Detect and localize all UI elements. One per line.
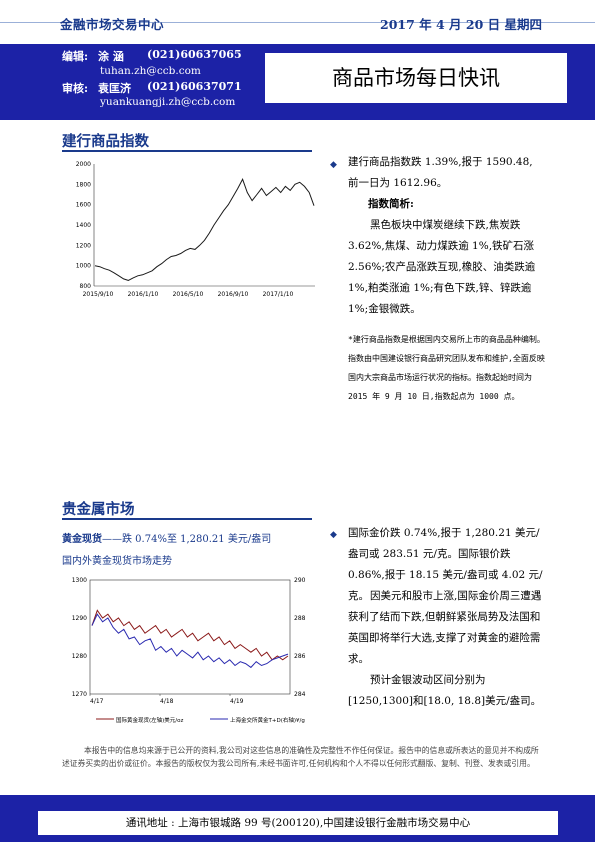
- report-date: 2017 年 4 月 20 日 星期四: [380, 17, 542, 32]
- gold-paragraph-1: 国际金价跌 0.74%,报于 1,280.21 美元/盎司或 283.51 元/…: [348, 527, 543, 602]
- y-left-tick-label: 1270: [72, 691, 87, 698]
- x-tick-label: 4/19: [230, 698, 244, 705]
- org-name: 金融市场交易中心: [60, 17, 165, 32]
- report-title: 商品市场每日快讯: [332, 66, 500, 90]
- editor-name: 涂 涵: [98, 50, 124, 63]
- shanghai-gold-series-line: [91, 613, 289, 669]
- legend-shanghai: 上海金交所黄金T+D(右轴)¥/g: [230, 716, 305, 724]
- x-tick-label: 2015/9/10: [83, 291, 114, 298]
- x-tick-label: 2016/9/10: [218, 291, 249, 298]
- y-left-tick-label: 1300: [72, 577, 87, 584]
- index-series-line: [94, 178, 315, 281]
- intl-gold-series-line: [91, 609, 289, 661]
- gold-chart: 1270 1280 1290 1300 284 286 288 290 4/17 4/18 4/19…: [72, 577, 306, 724]
- x-tick-label: 2017/1/10: [263, 291, 294, 298]
- reviewer-email: yuankuangji.zh@ccb.com: [100, 96, 236, 108]
- title-box: [265, 53, 567, 103]
- footer-address: 通讯地址 : 上海市银城路 99 号(200120),中国建设银行金融市场交易中…: [125, 817, 471, 829]
- y-left-tick-label: 1280: [72, 653, 87, 660]
- reviewer-phone: (021)60637071: [147, 80, 242, 93]
- bullet-icon-2: ◆: [330, 530, 337, 540]
- section-heading-precious-metals: 贵金属市场: [62, 502, 135, 518]
- index-subheading: 指数简析:: [368, 198, 414, 210]
- y-right-tick-label: 284: [294, 691, 306, 698]
- index-paragraph: 建行商品指数跌 1.39%,报于 1590.48,前一日为 1612.96。: [348, 156, 533, 189]
- y-tick-label: 800: [80, 283, 92, 290]
- index-footnote: *建行商品指数是根据国内交易所上市的商品品种编制。指数由中国建设银行商品研究团队…: [348, 335, 545, 401]
- plot-frame: [89, 579, 291, 695]
- editor-phone: (021)60637065: [147, 48, 242, 61]
- x-tick-label: 2016/1/10: [128, 291, 159, 298]
- footer-box: [38, 811, 558, 835]
- x-tick-label: 2016/5/10: [173, 291, 204, 298]
- section-heading-index: 建行商品指数: [62, 134, 149, 150]
- bullet-icon: ◆: [330, 160, 337, 170]
- reviewer-name: 袁匡济: [98, 82, 131, 95]
- gold-paragraph-3: 预计金银波动区间分别为[1250,1300]和[18.0, 18.8]美元/盎司…: [348, 674, 542, 707]
- y-tick-label: 1200: [76, 242, 91, 249]
- y-tick-label: 1000: [76, 263, 91, 270]
- reviewer-label: 审核:: [62, 82, 89, 95]
- gold-chart-caption: 国内外黄金现货市场走势: [62, 556, 172, 567]
- x-tick-label: 4/17: [90, 698, 104, 705]
- y-right-tick-label: 288: [294, 615, 306, 622]
- y-tick-label: 1800: [76, 181, 91, 188]
- y-right-tick-label: 286: [294, 653, 306, 660]
- gold-summary-line: 黄金现货——跌 0.74%至 1,280.21 美元/盎司: [62, 530, 271, 545]
- section-underline-2: [62, 518, 312, 520]
- y-left-tick-label: 1290: [72, 615, 87, 622]
- gold-label: 黄金现货: [62, 534, 102, 545]
- legend-intl: 国际黄金现货(左轴)美元/oz: [116, 716, 184, 724]
- y-tick-label: 1400: [76, 222, 91, 229]
- editor-email: tuhan.zh@ccb.com: [100, 65, 201, 77]
- y-tick-label: 1600: [76, 202, 91, 209]
- index-analysis: 黑色板块中煤炭继续下跌,焦炭跌 3.62%,焦煤、动力煤跌逾 1%,铁矿石涨 2…: [348, 219, 536, 315]
- editor-label: 编辑:: [62, 50, 89, 63]
- top-divider: [0, 22, 595, 23]
- index-chart: 800 1000 1200 1400 1600 1800 2000 2015/9/10 2016…: [76, 161, 315, 298]
- disclaimer: 本报告中的信息均来源于已公开的资料,我公司对这些信息的准确性及完整性不作任何保证…: [62, 746, 539, 768]
- section-underline: [62, 150, 312, 152]
- y-right-tick-label: 290: [294, 577, 306, 584]
- gold-summary: ——跌 0.74%至 1,280.21 美元/盎司: [102, 534, 272, 545]
- x-tick-label: 4/18: [160, 698, 174, 705]
- gold-paragraph-2: 因美元和股市上涨,国际金价周三遭遇获利了结而下跌,但朝鲜紧张局势及法国和英国即将…: [348, 590, 542, 665]
- y-tick-label: 2000: [76, 161, 91, 168]
